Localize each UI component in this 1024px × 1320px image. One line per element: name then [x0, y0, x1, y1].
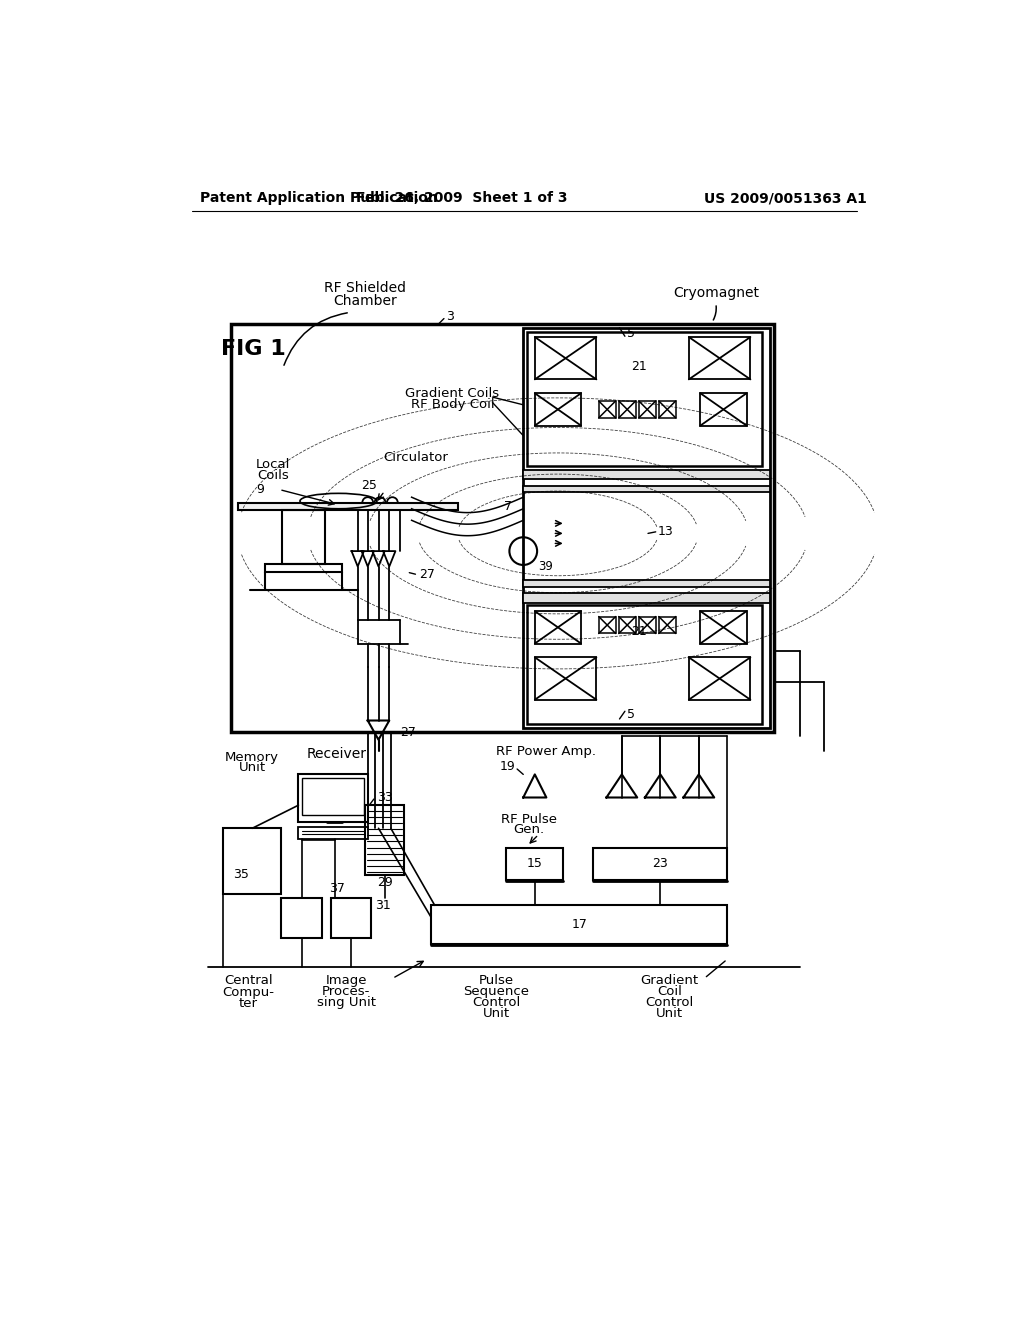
Bar: [265, 564, 342, 572]
Text: 33: 33: [377, 791, 393, 804]
Text: RF Shielded: RF Shielded: [325, 281, 407, 294]
Text: 27: 27: [400, 726, 416, 739]
Text: 39: 39: [539, 560, 554, 573]
Text: Control: Control: [645, 995, 693, 1008]
Bar: [523, 594, 770, 603]
Text: 19: 19: [500, 760, 515, 774]
Bar: [689, 337, 751, 379]
Bar: [523, 486, 770, 492]
Bar: [658, 401, 676, 418]
Bar: [700, 393, 746, 425]
Text: 31: 31: [376, 899, 391, 912]
Text: sing Unit: sing Unit: [316, 995, 376, 1008]
Text: 25: 25: [361, 479, 377, 492]
Text: Receiver: Receiver: [307, 747, 367, 760]
Text: 5: 5: [628, 327, 635, 341]
Bar: [618, 616, 636, 634]
Text: 13: 13: [658, 525, 674, 539]
Bar: [302, 779, 364, 816]
Bar: [230, 323, 773, 733]
Bar: [599, 616, 615, 634]
Bar: [593, 847, 727, 880]
Bar: [431, 906, 727, 944]
Text: Gradient Coils: Gradient Coils: [406, 387, 500, 400]
Text: RF Pulse: RF Pulse: [501, 813, 557, 825]
Text: 15: 15: [527, 857, 543, 870]
Text: 27: 27: [419, 568, 435, 581]
Text: 29: 29: [377, 875, 392, 888]
Text: FIG 1: FIG 1: [221, 339, 286, 359]
Bar: [283, 511, 325, 564]
Text: 3: 3: [446, 310, 454, 323]
Text: 17: 17: [571, 917, 588, 931]
Text: Local: Local: [256, 458, 290, 471]
Bar: [618, 401, 636, 418]
Text: RF Body Coil: RF Body Coil: [411, 399, 495, 412]
Text: Coil: Coil: [657, 985, 682, 998]
Text: Sequence: Sequence: [463, 985, 529, 998]
Bar: [599, 401, 615, 418]
Text: 9: 9: [256, 483, 264, 496]
Text: Feb. 26, 2009  Sheet 1 of 3: Feb. 26, 2009 Sheet 1 of 3: [356, 191, 567, 206]
Text: 37: 37: [330, 882, 345, 895]
Text: US 2009/0051363 A1: US 2009/0051363 A1: [703, 191, 866, 206]
Bar: [535, 393, 581, 425]
Text: 21: 21: [631, 360, 646, 372]
Bar: [527, 331, 762, 466]
Bar: [523, 470, 770, 479]
Bar: [639, 401, 655, 418]
Text: Pulse: Pulse: [479, 974, 514, 987]
Text: Chamber: Chamber: [334, 294, 397, 308]
Bar: [506, 847, 563, 880]
Text: 21: 21: [631, 626, 646, 639]
Text: Proces-: Proces-: [322, 985, 371, 998]
Text: ter: ter: [239, 997, 258, 1010]
Bar: [298, 826, 368, 840]
Bar: [527, 605, 762, 725]
Text: Coils: Coils: [257, 469, 289, 482]
Text: Unit: Unit: [239, 760, 266, 774]
Bar: [331, 898, 371, 937]
Text: 23: 23: [652, 857, 669, 870]
Text: Circulator: Circulator: [383, 450, 447, 463]
Bar: [239, 503, 458, 511]
Bar: [523, 327, 770, 729]
Bar: [658, 616, 676, 634]
Text: Image: Image: [326, 974, 367, 987]
Bar: [689, 657, 751, 700]
Bar: [282, 898, 322, 937]
Text: Cryomagnet: Cryomagnet: [673, 286, 759, 300]
Text: Unit: Unit: [482, 1007, 510, 1019]
Text: RF Power Amp.: RF Power Amp.: [497, 744, 596, 758]
Text: Memory: Memory: [225, 751, 280, 764]
Bar: [535, 657, 596, 700]
Text: Central: Central: [224, 974, 272, 987]
Text: Gradient: Gradient: [640, 974, 698, 987]
Bar: [535, 337, 596, 379]
Text: Compu-: Compu-: [222, 986, 274, 999]
Bar: [523, 581, 770, 586]
Text: 7: 7: [504, 500, 512, 513]
Text: Gen.: Gen.: [513, 824, 544, 837]
Bar: [639, 616, 655, 634]
Text: 35: 35: [233, 869, 249, 880]
Text: Unit: Unit: [656, 1007, 683, 1019]
Text: Control: Control: [472, 995, 520, 1008]
Bar: [298, 775, 368, 822]
Bar: [535, 611, 581, 644]
Bar: [366, 805, 403, 875]
Text: Patent Application Publication: Patent Application Publication: [200, 191, 437, 206]
Bar: [700, 611, 746, 644]
Text: 5: 5: [628, 708, 635, 721]
Bar: [223, 829, 281, 894]
